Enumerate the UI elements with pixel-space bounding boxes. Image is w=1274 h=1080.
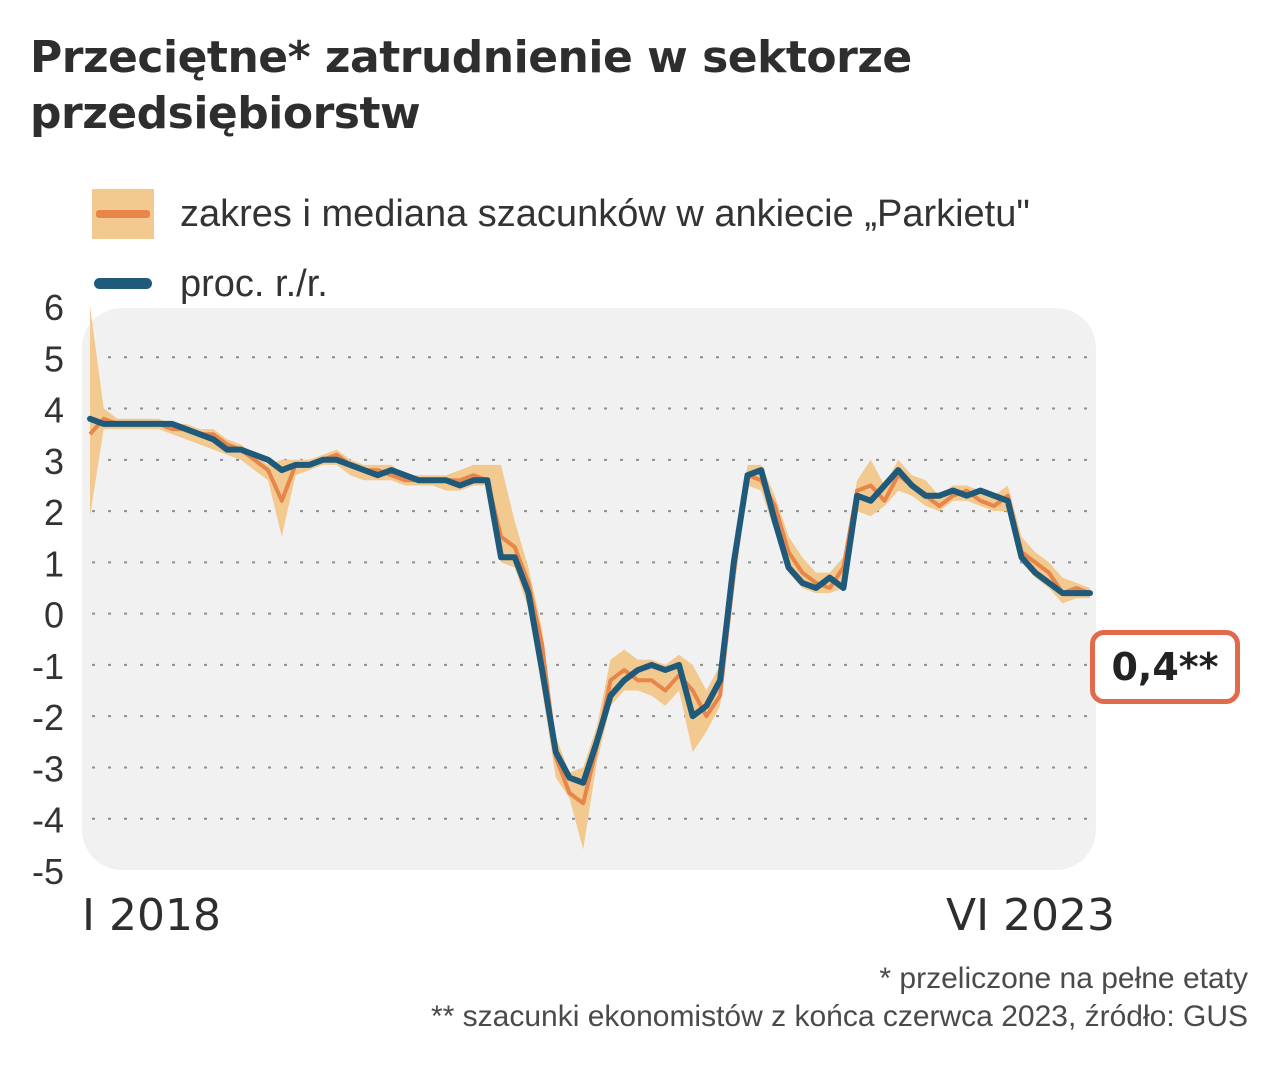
footnote-1: * przeliczone na pełne etaty: [879, 962, 1248, 995]
y-tick-label: 4: [44, 390, 64, 431]
y-tick-label: 0: [44, 595, 64, 636]
y-tick-label: 5: [44, 338, 64, 379]
y-tick-label: 3: [44, 441, 64, 482]
x-end-label: VI 2023: [946, 890, 1116, 941]
footnote-2: ** szacunki ekonomistów z końca czerwca …: [430, 1000, 1248, 1033]
x-start-label: I 2018: [82, 890, 221, 941]
legend-swatch-line: [92, 259, 154, 309]
y-tick-label: -1: [32, 646, 64, 687]
legend-item-line: proc. r./r.: [92, 256, 1030, 312]
legend-swatch-range: [92, 189, 154, 239]
y-tick-label: 2: [44, 492, 64, 533]
y-tick-label: -5: [32, 851, 64, 892]
legend: zakres i mediana szacunków w ankiecie „P…: [92, 186, 1030, 326]
legend-label-range: zakres i mediana szacunków w ankiecie „P…: [180, 192, 1030, 235]
actual-yoy-line: [87, 415, 1093, 786]
y-tick-label: 6: [44, 287, 64, 328]
chart-title-line1: Przeciętne* zatrudnienie w sektorze: [30, 32, 912, 83]
y-tick-label: -2: [32, 697, 64, 738]
legend-label-line: proc. r./r.: [180, 262, 328, 305]
chart-panel: [82, 308, 1096, 870]
y-tick-label: 1: [44, 543, 64, 584]
last-value-callout: 0,4**: [1090, 630, 1240, 704]
chart-title-line2: przedsiębiorstw: [30, 88, 421, 139]
legend-item-range: zakres i mediana szacunków w ankiecie „P…: [92, 186, 1030, 242]
y-tick-label: -3: [32, 748, 64, 789]
chart-title: Przeciętne* zatrudnienie w sektorze prze…: [30, 30, 912, 142]
y-tick-label: -4: [32, 800, 64, 841]
